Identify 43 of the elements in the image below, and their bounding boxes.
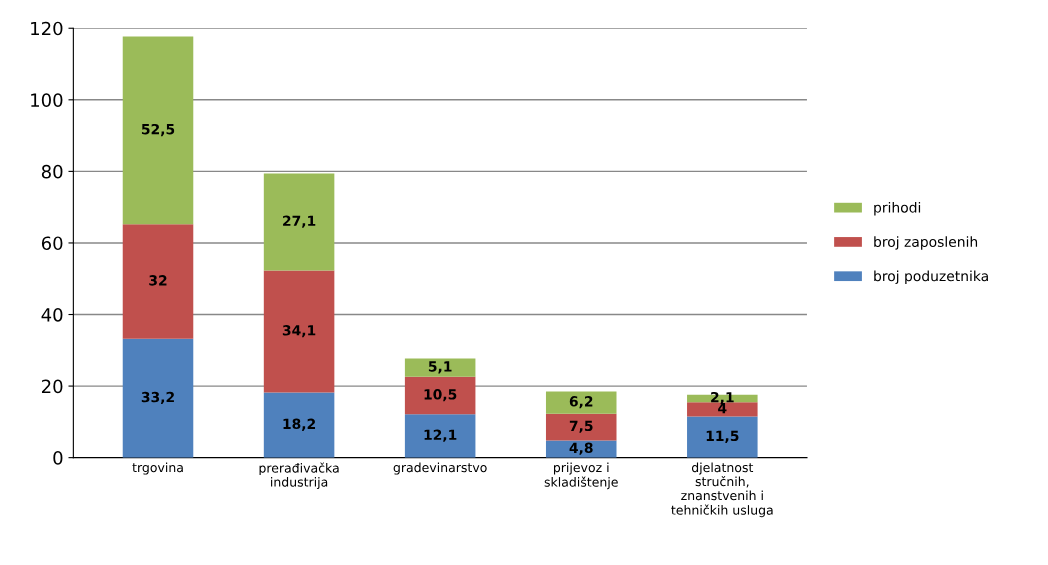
bar <box>263 173 335 271</box>
data-label: 34,1 <box>282 325 316 338</box>
y-tick-label: 20 <box>41 379 63 394</box>
y-tick-label: 120 <box>31 21 63 36</box>
x-tick-label: trgovina <box>132 462 183 475</box>
data-label: 7,5 <box>569 420 593 433</box>
bar <box>122 338 194 458</box>
bar <box>122 224 194 339</box>
legend-label: broj zaposlenih <box>874 236 978 250</box>
data-label: 12,1 <box>424 429 457 442</box>
data-label: 32 <box>149 275 167 286</box>
data-label: 27,1 <box>283 215 316 228</box>
x-tick-label: gradevinarstvo <box>393 462 487 475</box>
bar <box>404 414 476 458</box>
y-tick-label: 60 <box>41 236 63 251</box>
bar <box>404 376 476 415</box>
y-tick-label: 80 <box>41 164 63 179</box>
data-label: 18,2 <box>283 418 316 431</box>
data-label: 11,5 <box>706 430 739 443</box>
data-label: 4,8 <box>569 442 593 455</box>
x-tick-label: djelatnost stručnih, znanstvenih i tehničkih usluga <box>671 462 773 518</box>
bar <box>545 391 617 414</box>
x-tick-label: prijevoz i skladištenje <box>544 462 618 490</box>
legend-label: prihodi <box>874 201 921 216</box>
y-tick-label: 0 <box>53 451 63 465</box>
data-label: 52,5 <box>141 123 175 137</box>
bar <box>545 413 617 441</box>
bar <box>404 358 476 377</box>
data-label: 33,2 <box>141 391 174 405</box>
data-label: 5,1 <box>428 361 452 374</box>
y-tick-label: 40 <box>41 307 63 322</box>
bar <box>545 440 617 458</box>
data-label: 4 <box>718 403 727 414</box>
data-label: 6,2 <box>569 396 593 409</box>
data-label: 10,5 <box>424 389 457 402</box>
x-tick-label: prerađivačka industrija <box>259 462 339 490</box>
data-label: 2,1 <box>711 391 734 405</box>
legend-label: broj poduzetnika <box>874 270 988 284</box>
bar <box>263 392 335 458</box>
bar <box>263 270 335 393</box>
bar <box>687 416 758 458</box>
bar <box>122 36 194 225</box>
y-tick-label: 100 <box>31 93 63 107</box>
